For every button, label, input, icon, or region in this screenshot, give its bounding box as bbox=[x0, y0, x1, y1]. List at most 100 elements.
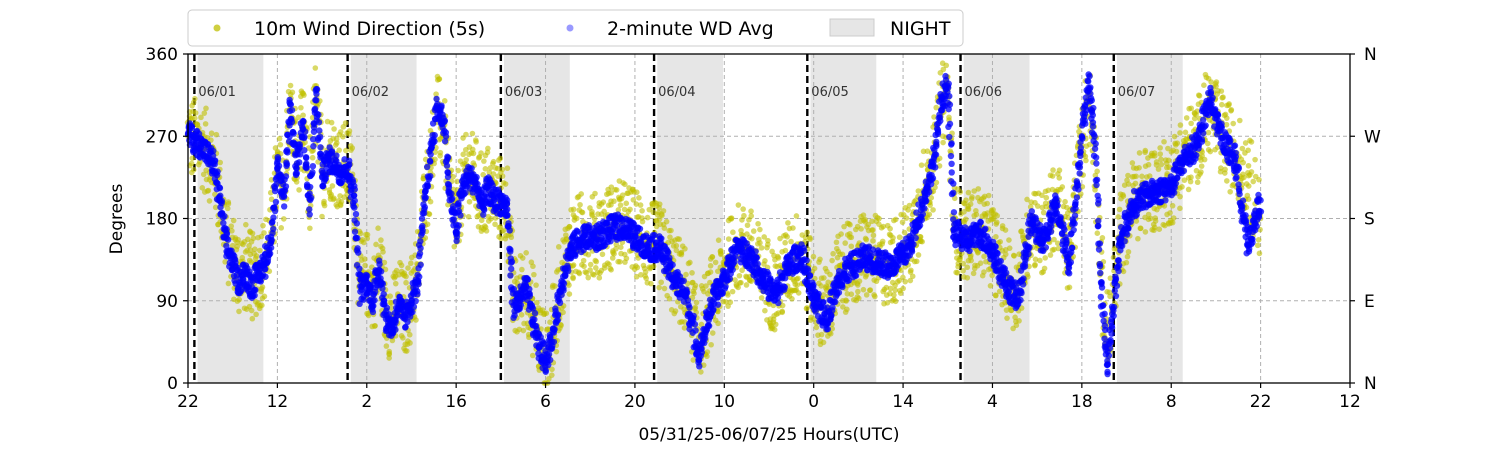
wind-point bbox=[1002, 251, 1009, 258]
avg-point bbox=[705, 322, 713, 330]
wind-point bbox=[704, 353, 710, 360]
avg-point bbox=[417, 237, 424, 245]
wind-point bbox=[1123, 259, 1130, 266]
wind-point bbox=[913, 258, 920, 265]
wind-point bbox=[636, 194, 642, 201]
avg-point bbox=[211, 157, 219, 165]
wind-point bbox=[224, 205, 231, 212]
wind-point bbox=[531, 271, 537, 278]
avg-point bbox=[775, 299, 782, 307]
avg-point bbox=[280, 203, 288, 210]
avg-point bbox=[356, 265, 363, 272]
wind-point bbox=[907, 277, 914, 284]
wind-point bbox=[1050, 167, 1056, 173]
wind-point bbox=[1146, 173, 1153, 179]
wind-point bbox=[1004, 315, 1010, 321]
wind-point bbox=[901, 229, 908, 236]
wind-point bbox=[365, 312, 372, 319]
wind-point bbox=[1032, 256, 1039, 263]
avg-point bbox=[424, 183, 431, 190]
wind-point bbox=[300, 112, 306, 119]
avg-point bbox=[752, 248, 759, 255]
wind-point bbox=[1157, 145, 1163, 151]
avg-point bbox=[269, 218, 276, 226]
wind-point bbox=[454, 178, 460, 185]
wind-point bbox=[643, 275, 649, 282]
avg-point bbox=[217, 192, 224, 199]
day-marker-label: 06/06 bbox=[965, 85, 1002, 100]
wind-point bbox=[960, 260, 967, 267]
avg-point bbox=[503, 200, 511, 207]
wind-point bbox=[970, 270, 977, 277]
avg-point bbox=[542, 368, 549, 375]
wind-point bbox=[690, 357, 697, 363]
wind-point bbox=[407, 340, 413, 346]
wind-point bbox=[585, 251, 592, 258]
wind-point bbox=[380, 249, 386, 255]
wind-point bbox=[618, 244, 624, 251]
wind-point bbox=[633, 189, 640, 196]
wind-point bbox=[761, 234, 768, 240]
wind-point bbox=[1136, 164, 1142, 171]
wind-point bbox=[340, 133, 346, 140]
avg-point bbox=[377, 268, 385, 275]
wind-point bbox=[793, 213, 800, 219]
wind-point bbox=[403, 348, 410, 354]
wind-point bbox=[933, 104, 940, 111]
wind-point bbox=[863, 272, 870, 278]
wind-point bbox=[1120, 193, 1127, 200]
wind-point bbox=[779, 308, 785, 315]
wind-point bbox=[1116, 206, 1123, 213]
avg-point bbox=[200, 147, 208, 154]
wind-point bbox=[729, 288, 736, 295]
wind-point bbox=[197, 159, 203, 165]
wind-point bbox=[1137, 225, 1144, 232]
wind-point bbox=[1201, 82, 1207, 88]
wind-point bbox=[1185, 186, 1192, 193]
wind-point bbox=[755, 220, 761, 227]
avg-point bbox=[275, 162, 283, 170]
avg-point bbox=[306, 183, 314, 191]
wind-point bbox=[295, 114, 302, 121]
wind-point bbox=[343, 147, 349, 154]
wind-point bbox=[946, 114, 952, 121]
avg-point bbox=[293, 165, 300, 172]
wind-point bbox=[975, 186, 982, 192]
avg-point bbox=[355, 249, 362, 256]
wind-point bbox=[389, 337, 396, 344]
wind-point bbox=[1039, 192, 1045, 199]
wind-point bbox=[393, 267, 400, 274]
wind-point bbox=[259, 284, 266, 290]
avg-point bbox=[313, 110, 321, 118]
avg-point bbox=[383, 304, 391, 311]
avg-point bbox=[423, 163, 431, 171]
avg-point bbox=[548, 345, 556, 352]
wind-point bbox=[342, 120, 349, 126]
wind-point bbox=[848, 243, 855, 250]
wind-point bbox=[658, 279, 664, 286]
wind-point bbox=[392, 280, 399, 287]
wind-point bbox=[1174, 140, 1181, 146]
wind-point bbox=[770, 316, 777, 323]
wind-point bbox=[891, 292, 897, 298]
wind-point bbox=[919, 238, 925, 245]
wind-point bbox=[433, 91, 439, 97]
avg-point bbox=[636, 225, 644, 232]
wind-point bbox=[703, 283, 709, 289]
wind-point bbox=[1240, 171, 1246, 178]
wind-point bbox=[523, 250, 529, 256]
wind-point bbox=[600, 199, 607, 205]
avg-point bbox=[262, 265, 269, 273]
wind-point bbox=[1173, 148, 1180, 155]
day-marker-label: 06/01 bbox=[198, 85, 235, 100]
wind-point bbox=[199, 185, 206, 191]
wind-point bbox=[870, 227, 876, 233]
wind-point bbox=[748, 213, 755, 219]
wind-point bbox=[973, 211, 980, 218]
avg-point bbox=[313, 97, 320, 104]
wind-point bbox=[375, 225, 381, 232]
wind-point bbox=[708, 341, 714, 348]
avg-point bbox=[722, 283, 729, 290]
avg-point bbox=[300, 118, 307, 125]
